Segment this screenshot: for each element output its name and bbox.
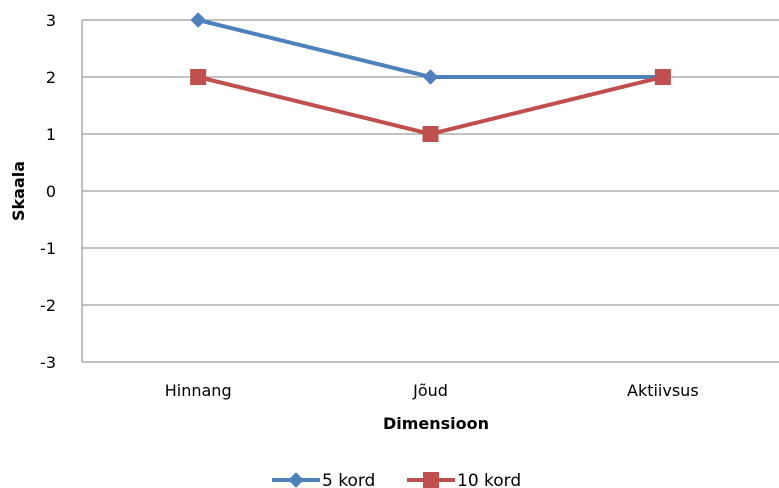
legend-marker [289,473,303,487]
y-tick-label: -1 [40,239,56,258]
legend-item: 10 kord [407,471,521,488]
data-point [423,126,439,142]
legend-marker [423,472,439,488]
x-axis-title: Dimensioon [383,414,489,433]
legend-label: 10 kord [457,471,521,488]
legend: 5 kord 10 kord [272,471,521,488]
data-point [424,70,438,84]
x-tick-label: Hinnang [165,381,232,400]
data-point [190,69,206,85]
series-line [198,20,663,77]
y-tick-label: -3 [40,353,56,372]
y-tick-label: 3 [46,11,56,30]
x-tick-label: Jõud [412,381,448,400]
y-axis-title: Skaala [9,161,28,221]
data-point [655,69,671,85]
y-tick-label: 0 [46,182,56,201]
data-point [191,13,205,27]
y-tick-label: 2 [46,68,56,87]
legend-item: 5 kord [272,471,375,488]
series-line [198,77,663,134]
x-tick-labels: Hinnang Jõud Aktiivsus [165,381,699,400]
series-1 [191,13,670,84]
y-tick-labels: 3 2 1 0 -1 -2 -3 [40,11,56,372]
x-tick-label: Aktiivsus [627,381,699,400]
y-tick-label: 1 [46,125,56,144]
y-tick-label: -2 [40,296,56,315]
legend-label: 5 kord [322,471,375,488]
